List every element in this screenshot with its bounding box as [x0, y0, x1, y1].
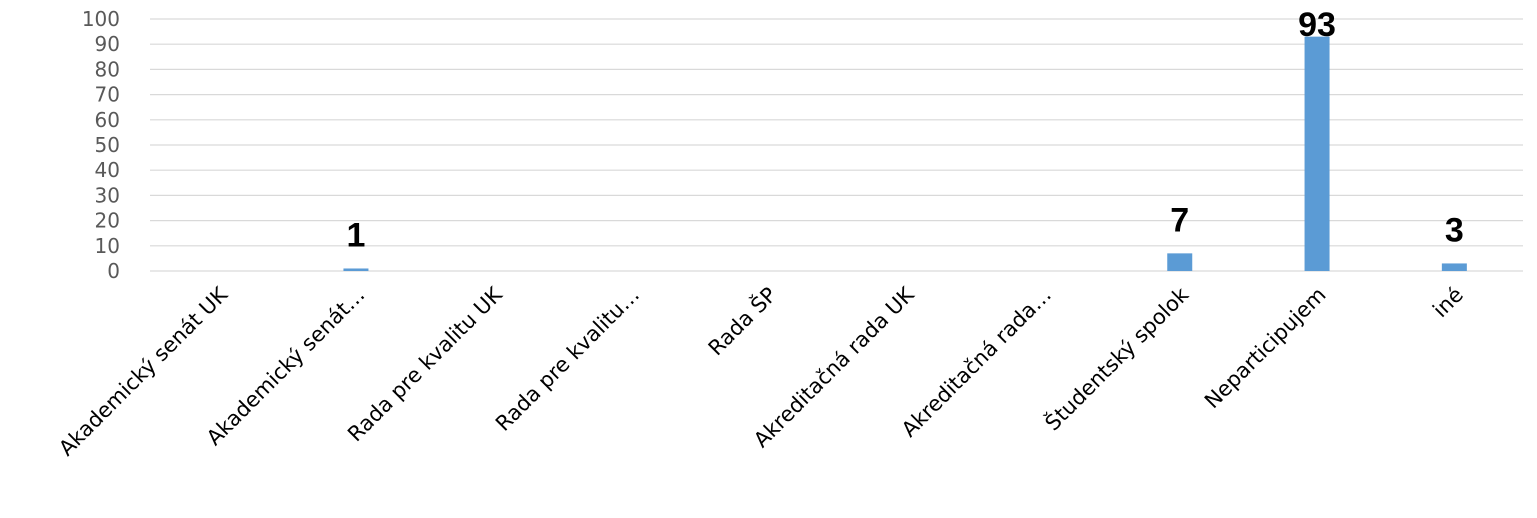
data-labels: 1 7 93 3 [346, 6, 1463, 254]
y-tick-label: 40 [95, 158, 120, 182]
y-tick-label: 0 [107, 259, 120, 283]
x-category-label: iné [1428, 283, 1468, 323]
gridlines [150, 18, 1523, 272]
data-label: 7 [1170, 201, 1189, 239]
data-label: 1 [346, 216, 365, 254]
x-category-label: Študentský spolok [1040, 281, 1194, 435]
data-label: 93 [1298, 6, 1336, 44]
x-category-label: Rada pre kvalitu UK [343, 282, 508, 447]
x-category-label: Akademický senát… [202, 283, 370, 451]
x-category-label: Akreditačná rada UK [749, 282, 919, 452]
y-tick-label: 80 [95, 57, 120, 81]
x-category-label: Rada ŠP [703, 282, 781, 360]
x-category-label: Rada pre kvalitu… [491, 283, 644, 436]
y-tick-label: 70 [95, 83, 120, 107]
y-tick-label: 20 [95, 209, 120, 233]
y-tick-label: 50 [95, 133, 120, 157]
x-category-label: Neparticipujem [1200, 283, 1331, 414]
y-tick-label: 90 [95, 32, 120, 56]
bar [1167, 253, 1193, 271]
bars [343, 36, 1467, 271]
bar [343, 268, 369, 271]
x-category-label: Akreditačná rada… [897, 283, 1056, 442]
data-label: 3 [1445, 211, 1464, 249]
y-tick-label: 60 [95, 108, 120, 132]
bar [1304, 36, 1330, 271]
y-tick-label: 30 [95, 183, 120, 207]
y-tick-label: 100 [82, 7, 120, 31]
bar [1441, 263, 1467, 271]
y-tick-label: 10 [95, 234, 120, 258]
